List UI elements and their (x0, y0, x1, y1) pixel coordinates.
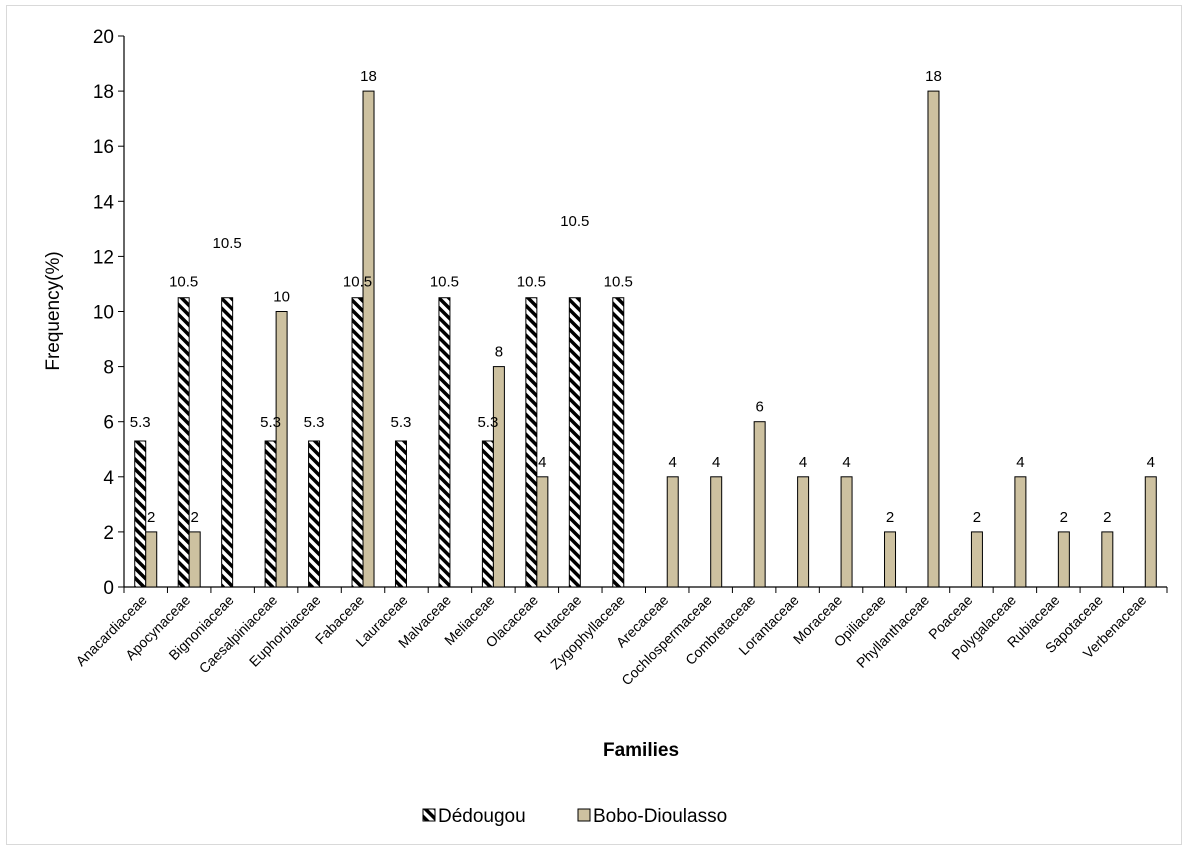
bar-bobo-dioulasso (927, 90, 940, 588)
data-label-dedougou: 10.5 (343, 274, 372, 291)
bar-bobo-dioulasso (536, 476, 549, 588)
data-label-bobo-dioulasso: 6 (755, 399, 763, 416)
data-label-dedougou: 5.3 (477, 414, 498, 431)
y-tick-label: 14 (93, 192, 115, 213)
bar-dedougou (612, 297, 625, 588)
data-label-bobo-dioulasso: 2 (973, 509, 981, 526)
y-tick-label: 12 (93, 247, 114, 268)
bar-bobo-dioulasso (145, 531, 158, 588)
legend-item-bobo-dioulasso-swatch (577, 808, 591, 822)
y-tick-label: 16 (93, 137, 114, 158)
bar-bobo-dioulasso (362, 90, 375, 588)
data-label-bobo-dioulasso: 4 (1147, 454, 1155, 471)
bar-dedougou (438, 297, 451, 588)
y-tick-label: 8 (103, 358, 114, 379)
bar-dedougou (351, 297, 364, 588)
bar-dedougou (308, 440, 321, 588)
x-tick-label: Zygophyllaceae (547, 592, 628, 673)
data-label-bobo-dioulasso: 8 (495, 344, 503, 361)
data-label-bobo-dioulasso: 4 (669, 454, 677, 471)
y-tick-label: 6 (103, 413, 114, 434)
y-tick-label: 10 (93, 303, 114, 324)
legend: Dédougou Bobo-Dioulasso (422, 806, 727, 827)
y-tick-label: 18 (93, 82, 114, 103)
data-label-bobo-dioulasso: 18 (925, 68, 942, 85)
data-label-dedougou: 10.5 (560, 213, 589, 230)
bar-bobo-dioulasso (275, 311, 288, 588)
data-label-dedougou: 10.5 (430, 274, 459, 291)
bar-bobo-dioulasso (492, 366, 505, 588)
data-label-bobo-dioulasso: 2 (886, 509, 894, 526)
bar-bobo-dioulasso (1014, 476, 1027, 588)
bar-bobo-dioulasso (710, 476, 723, 588)
data-label-dedougou: 10.5 (517, 274, 546, 291)
bar-bobo-dioulasso (1144, 476, 1157, 588)
data-label-dedougou: 5.3 (391, 414, 412, 431)
data-label-bobo-dioulasso: 4 (1016, 454, 1024, 471)
data-label-dedougou: 10.5 (213, 235, 242, 252)
data-label-bobo-dioulasso: 2 (1103, 509, 1111, 526)
bar-bobo-dioulasso (840, 476, 853, 588)
y-tick-label: 0 (103, 578, 114, 599)
legend-item-dedougou-swatch (422, 808, 436, 822)
bar-dedougou (481, 440, 494, 588)
chart-frame (6, 5, 1182, 845)
bar-dedougou (177, 297, 190, 588)
legend-item-bobo-dioulasso-label: Bobo-Dioulasso (593, 806, 727, 827)
bar-dedougou (568, 297, 581, 588)
data-label-dedougou: 5.3 (304, 414, 325, 431)
bars (134, 90, 1157, 588)
data-label-dedougou: 10.5 (169, 274, 198, 291)
bar-bobo-dioulasso (797, 476, 810, 588)
bar-bobo-dioulasso (666, 476, 679, 588)
data-label-bobo-dioulasso: 4 (799, 454, 807, 471)
data-label-bobo-dioulasso: 18 (360, 68, 377, 85)
bar-bobo-dioulasso (753, 421, 766, 588)
y-tick-label: 2 (103, 523, 114, 544)
y-tick-label: 4 (103, 468, 114, 489)
data-labels: 5.3 2 10.5 2 10.5 5.3 10 5.3 10.5 18 5.3 10.5 5.3 8 10… (130, 68, 1155, 526)
bar-bobo-dioulasso (1057, 531, 1070, 588)
data-label-bobo-dioulasso: 4 (538, 454, 546, 471)
data-label-bobo-dioulasso: 2 (147, 509, 155, 526)
bar-dedougou (134, 440, 147, 588)
data-label-bobo-dioulasso: 4 (712, 454, 720, 471)
bar-dedougou (394, 440, 407, 588)
data-label-dedougou: 5.3 (130, 414, 151, 431)
data-label-bobo-dioulasso: 4 (842, 454, 850, 471)
y-axis-title: Frequency(%) (43, 251, 64, 370)
bar-dedougou (221, 297, 234, 588)
legend-item-dedougou-label: Dédougou (438, 806, 526, 827)
bar-bobo-dioulasso (884, 531, 897, 588)
data-label-bobo-dioulasso: 2 (1060, 509, 1068, 526)
x-tick-label: Caesalpiniaceae (196, 592, 281, 677)
bar-bobo-dioulasso (1101, 531, 1114, 588)
data-label-dedougou: 10.5 (604, 274, 633, 291)
data-label-bobo-dioulasso: 2 (191, 509, 199, 526)
bar-bobo-dioulasso (188, 531, 201, 588)
x-axis-title: Families (603, 740, 679, 761)
bar-dedougou (525, 297, 538, 588)
y-tick-label: 20 (93, 27, 114, 48)
data-label-dedougou: 5.3 (260, 414, 281, 431)
bar-dedougou (264, 440, 277, 588)
bar-bobo-dioulasso (970, 531, 983, 588)
data-label-bobo-dioulasso: 10 (273, 289, 290, 306)
